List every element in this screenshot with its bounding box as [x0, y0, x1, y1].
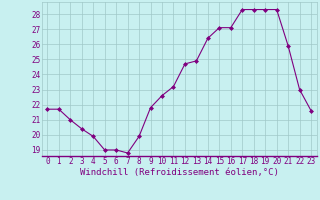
X-axis label: Windchill (Refroidissement éolien,°C): Windchill (Refroidissement éolien,°C): [80, 168, 279, 177]
